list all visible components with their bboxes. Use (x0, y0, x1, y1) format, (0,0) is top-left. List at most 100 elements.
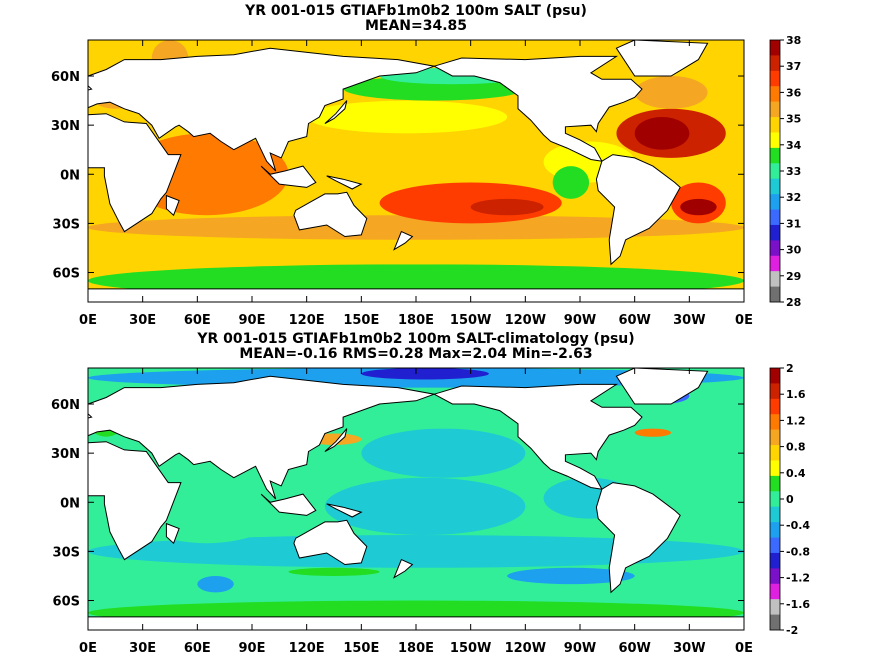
colorbar-swatch (770, 552, 780, 569)
colorbar-swatch (770, 255, 780, 272)
colorbar-swatch (770, 132, 780, 149)
land-mass (165, 194, 180, 217)
x-tick-label: 30E (129, 641, 156, 656)
x-tick-label: 120E (289, 313, 325, 328)
colorbar-tick-label: 31 (786, 217, 801, 230)
x-tick-label: 90E (239, 313, 266, 328)
colorbar-tick-label: 30 (786, 244, 802, 257)
land-mass (324, 428, 348, 452)
x-tick-label: 120E (289, 641, 325, 656)
x-tick-label: 30W (673, 313, 705, 328)
salinity-region (324, 133, 508, 183)
land-mass (88, 47, 437, 172)
y-tick-label: 60S (53, 267, 80, 282)
colorbar-tick-label: -2 (786, 624, 798, 637)
y-tick-label: 30S (53, 217, 80, 232)
colorbar-swatch (770, 429, 780, 446)
colorbar-swatch (770, 271, 780, 287)
bottom-map-title: YR 001-015 GTIAFb1m0b2 100m SALT-climato… (197, 331, 635, 347)
bottom-map-subtitle: MEAN=-0.16 RMS=0.28 Max=2.04 Min=-2.63 (239, 346, 593, 362)
y-tick-label: 0N (60, 496, 80, 511)
x-tick-label: 60W (618, 641, 650, 656)
colorbar-swatch (770, 147, 780, 164)
land-mass (393, 558, 414, 579)
colorbar-tick-label: 38 (786, 34, 801, 47)
x-tick-label: 30E (129, 313, 156, 328)
y-tick-label: 60N (51, 398, 80, 413)
land-mass (595, 154, 681, 266)
colorbar-tick-label: 28 (786, 296, 801, 309)
salinity-region (88, 567, 744, 601)
x-tick-label: 120W (505, 313, 546, 328)
land-mass (326, 503, 363, 518)
x-tick-label: 90W (564, 641, 596, 656)
colorbar-swatch (770, 240, 780, 257)
land-mass (393, 230, 414, 251)
colorbar-swatch (770, 614, 780, 631)
colorbar-swatch (770, 537, 780, 554)
colorbar-tick-label: 33 (786, 165, 801, 178)
top-map-subtitle: MEAN=34.85 (364, 18, 468, 34)
land-mass (432, 55, 643, 162)
x-tick-label: 0E (79, 641, 97, 656)
colorbar-swatch (770, 286, 780, 303)
x-tick-label: 0E (79, 313, 97, 328)
colorbar-swatch (770, 194, 780, 210)
salinity-region (88, 239, 744, 265)
x-tick-label: 150W (450, 313, 491, 328)
colorbar-swatch (770, 40, 780, 56)
colorbar-swatch (770, 583, 780, 600)
salinity-region (616, 436, 726, 495)
salinity-region (680, 198, 717, 216)
colorbar-swatch (770, 368, 780, 384)
land-mass (615, 40, 709, 77)
x-tick-label: 60W (618, 313, 650, 328)
x-tick-label: 30W (673, 641, 705, 656)
land-mass (260, 493, 317, 516)
salinity-region (288, 567, 380, 576)
top-map-title: YR 001-015 GTIAFb1m0b2 100m SALT (psu) (245, 3, 587, 19)
colorbar-tick-label: 0.8 (786, 441, 806, 454)
y-tick-label: 30N (51, 447, 80, 462)
salinity-region (634, 116, 690, 150)
colorbar-swatch (770, 445, 780, 461)
colorbar-swatch (770, 599, 780, 615)
colorbar-tick-label: 35 (786, 113, 801, 126)
colorbar-tick-label: 0.4 (786, 467, 806, 480)
land-mass (88, 85, 93, 91)
land-mass (595, 482, 681, 594)
colorbar-swatch (770, 383, 780, 400)
colorbar-swatch (770, 163, 780, 180)
map-field (88, 40, 744, 302)
colorbar-tick-label: 1.6 (786, 388, 806, 401)
salinity-region (306, 100, 508, 134)
colorbar-swatch (770, 398, 780, 415)
salinity-region (634, 76, 708, 109)
colorbar-tick-label: -1.2 (786, 572, 810, 585)
colorbar-swatch (770, 568, 780, 585)
colorbar-tick-label: 1.2 (786, 414, 806, 427)
x-tick-label: 120W (505, 641, 546, 656)
x-tick-label: 150E (343, 313, 379, 328)
colorbar-tick-label: 29 (786, 270, 801, 283)
land-mass (326, 175, 363, 190)
colorbar-swatch (770, 224, 780, 241)
x-tick-label: 0E (735, 641, 753, 656)
colorbar-swatch (770, 117, 780, 133)
y-tick-label: 30N (51, 119, 80, 134)
colorbar-tick-label: 34 (786, 139, 802, 152)
map-panel-2: 0E 30E 60E 90E 120E 150E 180E 150W 120W 90W 60W 30W… (51, 362, 810, 656)
colorbar-tick-label: 37 (786, 60, 801, 73)
land-mass (432, 383, 643, 490)
colorbar-swatch (770, 209, 780, 226)
x-tick-label: 90W (564, 313, 596, 328)
colorbar-swatch (770, 70, 780, 87)
salinity-region (197, 575, 234, 593)
x-tick-label: 0E (735, 313, 753, 328)
y-tick-label: 60S (53, 595, 80, 610)
colorbar-tick-label: -0.8 (786, 545, 810, 558)
salinity-region (470, 198, 544, 216)
colorbar-swatch (770, 522, 780, 538)
salinity-region (88, 535, 744, 568)
